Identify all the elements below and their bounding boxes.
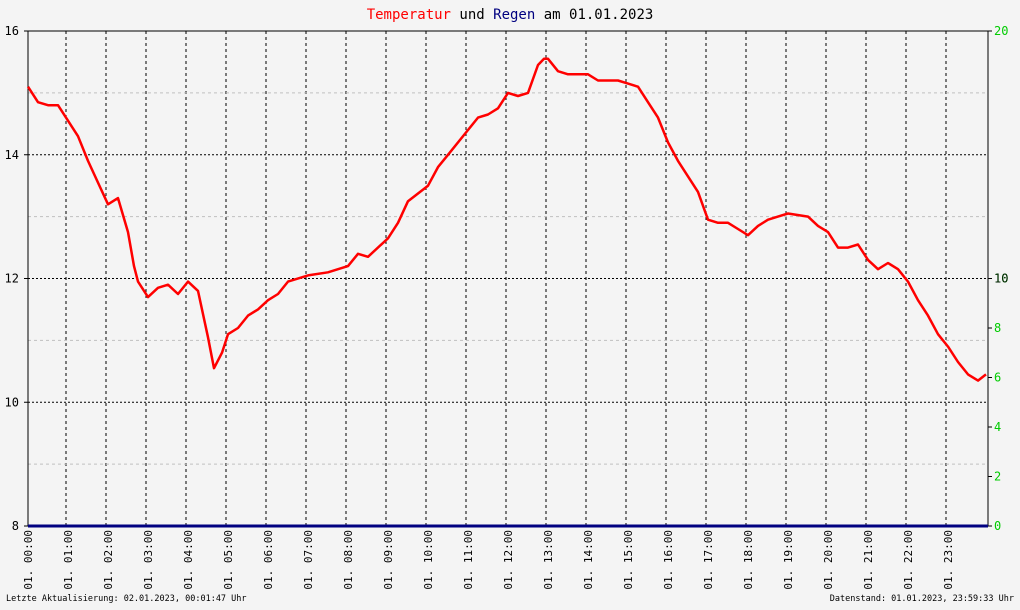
x-axis-ticks: 01. 00:00 01. 01:00 01. 02:00 01. 03:00 01. … <box>22 530 955 590</box>
x-tick-label: 01. 21:00 <box>862 530 875 590</box>
x-tick-label: 01. 10:00 <box>422 530 435 590</box>
right-tick-label: 8 <box>994 321 1001 335</box>
x-tick-label: 01. 18:00 <box>742 530 755 590</box>
left-tick-label: 12 <box>5 272 19 286</box>
right-tick-label-overlap: 10 <box>994 272 1008 286</box>
left-tick-label: 16 <box>5 24 19 38</box>
x-tick-label: 01. 00:00 <box>22 530 35 590</box>
x-tick-label: 01. 14:00 <box>582 530 595 590</box>
left-tick-label: 8 <box>12 519 19 533</box>
x-tick-label: 01. 19:00 <box>782 530 795 590</box>
x-tick-label: 01. 07:00 <box>302 530 315 590</box>
title-temperature: Temperatur <box>367 7 451 23</box>
left-tick-label: 10 <box>5 395 19 409</box>
x-tick-label: 01. 13:00 <box>542 530 555 590</box>
right-tick-label: 2 <box>994 470 1001 484</box>
title-rain: Regen <box>493 7 535 23</box>
chart-series <box>26 57 988 528</box>
x-tick-label: 01. 03:00 <box>142 530 155 590</box>
x-tick-label: 01. 11:00 <box>462 530 475 590</box>
chart-title: Temperatur und Regen am 01.01.2023 <box>367 7 654 23</box>
right-tick-label: 6 <box>994 371 1001 385</box>
x-tick-label: 01. 01:00 <box>62 530 75 590</box>
title-connector: und <box>451 7 493 23</box>
x-tick-label: 01. 09:00 <box>382 530 395 590</box>
x-tick-label: 01. 05:00 <box>222 530 235 590</box>
x-tick-label: 01. 04:00 <box>182 530 195 590</box>
series-temperature-line <box>26 57 987 382</box>
x-tick-label: 01. 02:00 <box>102 530 115 590</box>
x-tick-label: 01. 22:00 <box>902 530 915 590</box>
x-tick-label: 01. 15:00 <box>622 530 635 590</box>
right-tick-label: 10 <box>994 272 1008 286</box>
footer-data-timestamp: Datenstand: 01.01.2023, 23:59:33 Uhr <box>830 594 1014 604</box>
title-date: am 01.01.2023 <box>535 7 653 23</box>
left-axis-ticks: 8 10 12 14 16 <box>5 24 28 533</box>
x-tick-label: 01. 08:00 <box>342 530 355 590</box>
x-tick-label: 01. 17:00 <box>702 530 715 590</box>
right-tick-label: 4 <box>994 420 1001 434</box>
left-tick-label: 14 <box>5 148 19 162</box>
x-tick-label: 01. 12:00 <box>502 530 515 590</box>
right-tick-label: 20 <box>994 24 1008 38</box>
chart-grid <box>28 31 988 526</box>
right-tick-label: 0 <box>994 519 1001 533</box>
x-tick-label: 01. 16:00 <box>662 530 675 590</box>
x-tick-label: 01. 23:00 <box>942 530 955 590</box>
x-tick-label: 01. 20:00 <box>822 530 835 590</box>
x-tick-label: 01. 06:00 <box>262 530 275 590</box>
footer-last-update: Letzte Aktualisierung: 02.01.2023, 00:01… <box>6 594 247 604</box>
